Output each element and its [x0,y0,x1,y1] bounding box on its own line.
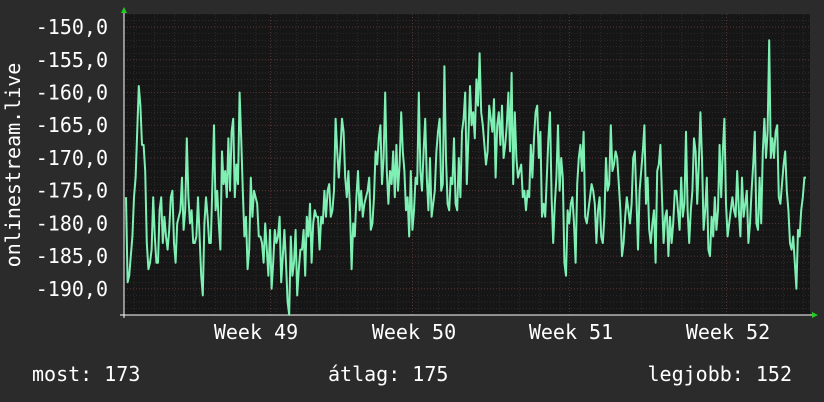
y-tick-label: -160,0 [36,81,108,105]
x-tick-label: Week 49 [214,320,298,344]
y-tick-label: -185,0 [36,244,108,268]
y-tick-label: -190,0 [36,277,108,301]
x-tick-label: Week 52 [686,320,770,344]
y-tick-label: -155,0 [36,48,108,72]
x-axis-ticks: Week 49 Week 50 Week 51 Week 52 [214,320,770,344]
x-axis-arrow-icon [812,312,818,318]
series-line [125,39,806,316]
series-points [125,40,807,316]
y-axis-label: onlinestream.live [1,63,25,268]
y-tick-label: -180,0 [36,211,108,235]
x-tick-label: Week 51 [529,320,613,344]
axes [120,7,818,318]
y-tick-label: -165,0 [36,113,108,137]
y-axis-ticks: -150,0 -155,0 -160,0 -165,0 -170,0 -175,0 -180… [36,15,108,301]
stat-best: legjobb: 152 [647,362,793,386]
y-axis-arrow-icon [121,7,127,13]
y-tick-label: -175,0 [36,179,108,203]
y-tick-label: -150,0 [36,15,108,39]
x-tick-label: Week 50 [372,320,456,344]
stat-current: most: 173 [32,362,141,386]
y-tick-label: -170,0 [36,146,108,170]
stat-average: átlag: 175 [328,362,449,386]
